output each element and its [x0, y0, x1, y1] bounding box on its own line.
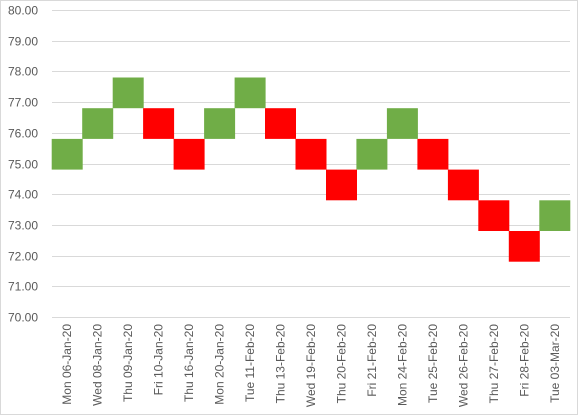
x-tick-label: Thu 27-Feb-20 — [487, 324, 501, 404]
x-tick-label: Thu 09-Jan-20 — [121, 324, 135, 402]
x-tick-label: Tue 25-Feb-20 — [426, 324, 440, 403]
y-tick-label: 74.00 — [8, 188, 38, 202]
brick-down — [143, 108, 175, 139]
brick-down — [508, 231, 540, 262]
x-tick-label: Tue 11-Feb-20 — [243, 324, 257, 402]
x-tick-label: Tue 03-Mar-20 — [548, 324, 562, 403]
x-tick-label: Fri 28-Feb-20 — [517, 324, 531, 397]
brick-down — [478, 200, 510, 231]
y-tick-label: 78.00 — [8, 65, 38, 79]
brick-up — [51, 138, 83, 170]
y-tick-label: 72.00 — [8, 250, 38, 264]
x-tick-label: Wed 08-Jan-20 — [91, 324, 105, 406]
brick-down — [326, 169, 357, 201]
x-tick-label: Fri 10-Jan-20 — [152, 324, 166, 396]
brick-down — [173, 138, 205, 170]
y-tick-label: 80.00 — [8, 4, 38, 18]
brick-up — [234, 77, 266, 109]
x-tick-label: Wed 19-Feb-20 — [304, 324, 318, 407]
y-tick-label: 73.00 — [8, 219, 38, 233]
x-axis: Mon 06-Jan-20 Wed 08-Jan-20 Thu 09-Jan-20 F… — [60, 324, 562, 407]
bricks — [51, 77, 571, 262]
y-tick-label: 70.00 — [8, 311, 38, 325]
y-tick-label: 75.00 — [8, 158, 38, 172]
x-tick-label: Mon 24-Feb-20 — [395, 324, 409, 406]
brick-up — [356, 138, 388, 170]
x-tick-label: Fri 21-Feb-20 — [365, 324, 379, 397]
y-tick-label: 76.00 — [8, 127, 38, 141]
brick-up — [112, 77, 144, 109]
y-tick-label: 77.00 — [8, 96, 38, 110]
x-tick-label: Thu 16-Jan-20 — [182, 324, 196, 402]
y-tick-label: 71.00 — [8, 280, 38, 294]
y-axis: 70.00 71.00 72.00 73.00 74.00 75.00 76.00 77.00… — [8, 4, 38, 325]
brick-up — [539, 200, 571, 231]
gridlines — [52, 10, 570, 318]
x-tick-label: Mon 06-Jan-20 — [60, 324, 74, 405]
x-tick-label: Mon 20-Jan-20 — [213, 324, 227, 405]
brick-down — [295, 138, 327, 170]
x-tick-label: Wed 26-Feb-20 — [456, 324, 470, 407]
brick-up — [82, 108, 114, 139]
brick-down — [265, 108, 296, 139]
brick-down — [417, 138, 449, 170]
brick-down — [447, 169, 479, 201]
x-tick-label: Thu 20-Feb-20 — [335, 324, 349, 404]
y-tick-label: 79.00 — [8, 35, 38, 49]
brick-up — [204, 108, 236, 139]
brick-up — [386, 108, 418, 139]
x-tick-label: Thu 13-Feb-20 — [274, 324, 288, 404]
